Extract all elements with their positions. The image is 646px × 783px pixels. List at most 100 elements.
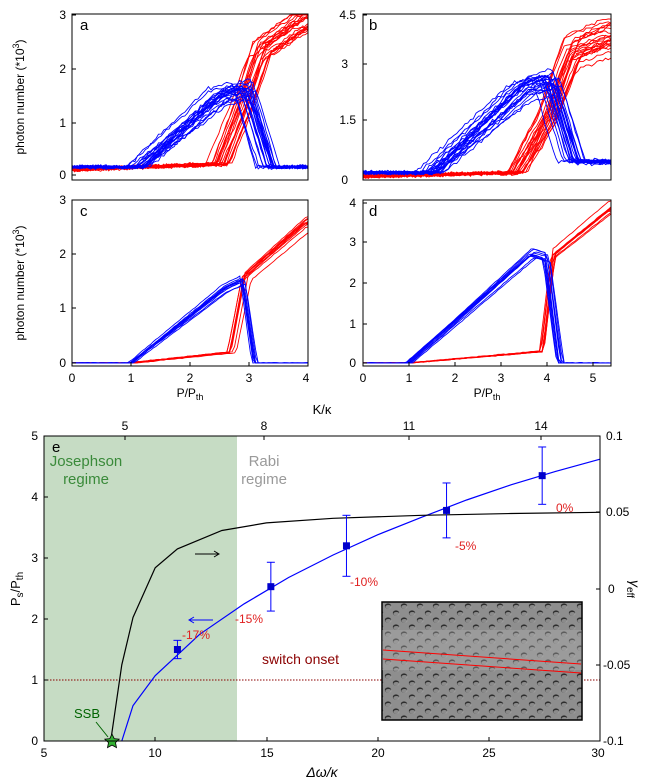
- panel-d-xtick: 0: [360, 371, 367, 385]
- data-marker: [538, 472, 546, 480]
- panel-b-ytick: 0: [341, 173, 348, 187]
- photon-trace-red: [362, 42, 612, 178]
- panel-e-left-tick: 4: [31, 490, 38, 504]
- panel-c-ytick: 3: [59, 193, 66, 207]
- panel-b-traces: [362, 18, 612, 180]
- panel-e-top-tick: 11: [403, 419, 416, 433]
- sem-inset: [381, 601, 583, 721]
- photon-trace-red: [71, 222, 309, 364]
- panel-c-xtick: 3: [246, 371, 253, 385]
- panel-b-yticks: 0 1.5 3 4.5: [339, 8, 367, 187]
- photon-trace-red: [71, 25, 309, 172]
- data-point: [342, 514, 351, 577]
- photon-trace-red: [362, 212, 612, 364]
- panel-c: c 0 1 2 3 0 1 2 3 4 P/Pth photon number …: [11, 193, 310, 402]
- switch-onset-label: switch onset: [262, 651, 339, 667]
- ssb-label: SSB: [74, 706, 100, 721]
- panel-e-top-tick: 5: [122, 419, 129, 433]
- photon-trace-red: [72, 216, 309, 364]
- photon-trace-red: [71, 218, 309, 364]
- panel-c-frame: [71, 199, 309, 367]
- threshold-fit-curve: [121, 458, 601, 742]
- photon-trace-red: [71, 223, 309, 364]
- panel-e-points: [173, 446, 547, 660]
- photon-trace-red: [362, 18, 612, 179]
- josephson-region: [44, 436, 237, 741]
- data-point: [538, 446, 547, 505]
- panel-e-right-label: γeff: [624, 580, 643, 598]
- photon-trace-red: [363, 206, 612, 364]
- photon-trace-blue: [362, 75, 612, 175]
- panel-c-letter: c: [80, 203, 88, 220]
- panel-d-ytick: 3: [349, 235, 356, 249]
- panel-c-xtick: 0: [69, 371, 76, 385]
- panel-e-bottom-tick: 25: [482, 746, 496, 760]
- panel-e-right-ticks: -0.1 -0.05 0 0.05 0.1: [596, 429, 631, 748]
- panel-a-frame: [71, 13, 309, 181]
- data-marker: [173, 646, 181, 653]
- panel-a-yticks: 0 1 2 3: [59, 8, 76, 182]
- photon-trace-red: [71, 221, 309, 364]
- panel-a: a 0 1 2 3 photon number (*103): [11, 8, 309, 182]
- photon-trace-red: [362, 209, 612, 364]
- panel-a-ytick: 0: [59, 168, 66, 182]
- left-axis-arrow: [188, 616, 213, 624]
- panel-d-frame: [362, 199, 612, 367]
- panel-d-yticks: 0 1 2 3 4: [349, 196, 367, 370]
- panel-a-traces: [71, 14, 309, 173]
- panel-d: d 0 1 2 3 4 0 1 2 3 4 5 P/Pth: [349, 196, 612, 402]
- photon-trace-blue: [363, 257, 612, 364]
- panel-e-bottom-ticks: 5 10 15 20 25 30: [41, 737, 605, 760]
- photon-trace-blue: [362, 255, 611, 364]
- panel-c-yticks: 0 1 2 3: [59, 193, 76, 370]
- panel-a-ylabel: photon number (*103): [11, 39, 27, 154]
- data-point: [173, 639, 182, 660]
- photon-trace-red: [71, 27, 309, 171]
- panel-e-curves: [110, 458, 601, 742]
- photon-trace-red: [72, 223, 309, 364]
- photon-trace-red: [71, 23, 309, 172]
- panel-c-ylabel: photon number (*103): [11, 225, 27, 340]
- photon-trace-red: [71, 17, 309, 172]
- panel-d-xtick: 5: [590, 371, 597, 385]
- panel-d-xticks: 0 1 2 3 4 5: [360, 362, 597, 385]
- point-label: -5%: [455, 539, 477, 553]
- panel-e-ylabel: Ps/Pth: [8, 572, 26, 606]
- josephson-label-1: Josephson: [50, 453, 123, 470]
- photon-trace-blue: [362, 83, 612, 176]
- panel-d-xtick: 3: [498, 371, 505, 385]
- photon-trace-blue: [71, 92, 309, 170]
- photon-trace-blue: [363, 254, 611, 364]
- panel-d-ytick: 1: [349, 317, 356, 331]
- panel-e-right-tick: -0.05: [603, 658, 631, 672]
- panel-e-top-tick: 8: [261, 419, 268, 433]
- panel-c-ytick: 2: [59, 247, 66, 261]
- photon-trace-red: [71, 26, 309, 172]
- panel-e-right-tick: -0.1: [603, 734, 624, 748]
- photon-trace-blue: [362, 76, 612, 176]
- rabi-label-1: Rabi: [249, 453, 280, 470]
- panel-d-ytick: 4: [349, 196, 356, 210]
- point-label: -10%: [350, 575, 378, 589]
- panel-e: Josephson regime Rabi regime switch onse…: [8, 402, 643, 780]
- panel-e-letter: e: [52, 439, 60, 456]
- photon-trace-blue: [362, 254, 612, 364]
- panel-b-frame: [362, 13, 612, 181]
- photon-trace-red: [363, 213, 612, 364]
- photon-trace-red: [71, 220, 309, 364]
- josephson-label-2: regime: [63, 471, 109, 488]
- panel-e-left-tick: 3: [31, 551, 38, 565]
- photon-trace-blue: [363, 251, 611, 364]
- panel-c-ytick: 1: [59, 301, 66, 315]
- panel-b-ytick: 4.5: [339, 8, 356, 22]
- panel-e-bottom-tick: 15: [260, 746, 274, 760]
- photon-trace-red: [362, 200, 612, 364]
- photon-trace-blue: [72, 282, 309, 364]
- panel-e-top-ticks: 5 8 11 14: [122, 419, 548, 440]
- panel-a-ytick: 2: [59, 62, 66, 76]
- point-label: 0%: [556, 501, 574, 515]
- panel-d-xtick: 2: [452, 371, 459, 385]
- right-axis-arrow: [195, 550, 220, 558]
- panel-b-ytick: 1.5: [339, 113, 356, 127]
- panel-e-right-tick: 0.1: [606, 429, 623, 443]
